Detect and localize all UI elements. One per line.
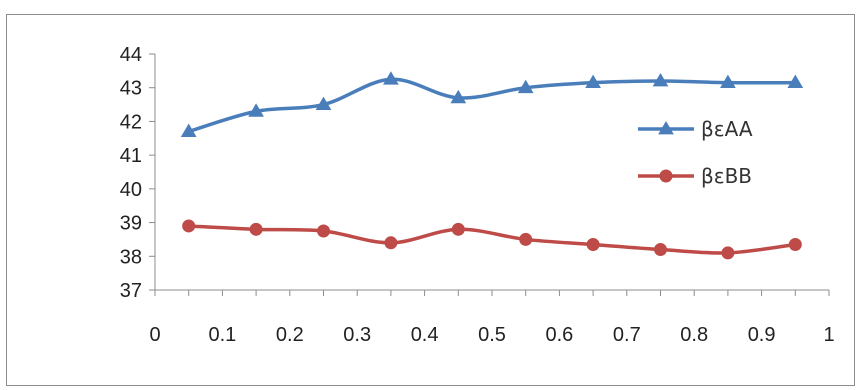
x-tick-label: 0.6	[545, 324, 573, 346]
circle-marker	[317, 224, 330, 238]
series-layer	[180, 71, 804, 260]
triangle-marker	[383, 71, 399, 85]
legend-label: βεBB	[701, 164, 752, 188]
circle-marker	[249, 222, 263, 236]
x-tick-label: 0	[149, 324, 160, 346]
x-tick-label: 0.5	[478, 324, 506, 346]
circle-marker	[654, 243, 667, 257]
circle-marker	[182, 219, 196, 233]
circle-marker	[384, 236, 398, 250]
x-tick-label: 0.7	[613, 324, 641, 346]
legend-entry: βεBB	[638, 164, 752, 188]
y-tick-label: 44	[120, 44, 142, 66]
triangle-marker	[450, 89, 467, 104]
triangle-marker	[652, 72, 669, 87]
triangle-marker	[720, 74, 736, 89]
x-tick-label: 0.2	[276, 324, 304, 346]
x-tick-label: 1	[823, 324, 834, 346]
triangle-marker	[787, 74, 804, 89]
y-tick-label: 41	[120, 145, 142, 167]
chart-frame	[6, 14, 855, 386]
circle-marker	[788, 237, 802, 251]
triangle-marker	[585, 74, 601, 89]
triangle-marker	[315, 96, 332, 110]
circle-marker	[519, 232, 533, 246]
triangle-marker	[248, 103, 264, 117]
circle-marker	[451, 222, 465, 236]
series-aa	[180, 71, 804, 137]
y-tick-label: 37	[120, 280, 142, 302]
circle-marker	[721, 246, 735, 260]
legend-circle-marker	[659, 169, 673, 183]
y-tick-label: 40	[120, 179, 142, 201]
x-tick-label: 0.4	[411, 324, 439, 346]
y-tick-label: 42	[120, 111, 142, 133]
legend-triangle-marker	[658, 121, 674, 135]
series-line	[188, 77, 796, 134]
x-tick-label: 0.1	[208, 324, 236, 346]
y-tick-label: 43	[120, 78, 142, 100]
y-tick-label: 38	[120, 246, 142, 268]
axes: 37 38 39 40 41 42 43 44 0 0.1 0.2 0.3 0.4 0.5 0.6 0.7 0.…	[120, 44, 835, 346]
x-tick-label: 0.8	[680, 324, 708, 346]
series-line	[188, 224, 796, 255]
legend-entry: βεAA	[638, 117, 753, 141]
legend-label: βεAA	[701, 117, 753, 141]
y-tick-label: 39	[120, 213, 142, 235]
x-tick-label: 0.3	[343, 324, 371, 346]
circle-marker	[586, 237, 600, 251]
triangle-marker	[180, 123, 197, 137]
triangle-marker	[517, 79, 534, 94]
x-tick-label: 0.9	[748, 324, 776, 346]
legend: βεAA βεBB	[638, 117, 753, 188]
series-bb	[182, 219, 802, 260]
